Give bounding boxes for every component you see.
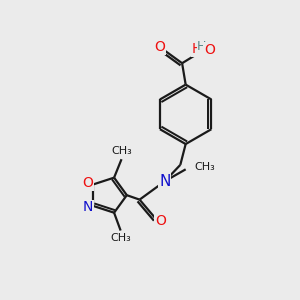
- Text: CH₃: CH₃: [111, 146, 132, 157]
- Text: O: O: [204, 43, 215, 57]
- Text: CH₃: CH₃: [110, 233, 131, 243]
- Text: N: N: [159, 174, 170, 189]
- Text: CH₃: CH₃: [194, 162, 215, 172]
- Text: O: O: [155, 40, 166, 55]
- Text: H: H: [197, 40, 206, 53]
- Text: O: O: [83, 176, 94, 190]
- Text: O: O: [155, 214, 166, 228]
- Text: HO: HO: [191, 42, 213, 56]
- Text: N: N: [83, 200, 93, 214]
